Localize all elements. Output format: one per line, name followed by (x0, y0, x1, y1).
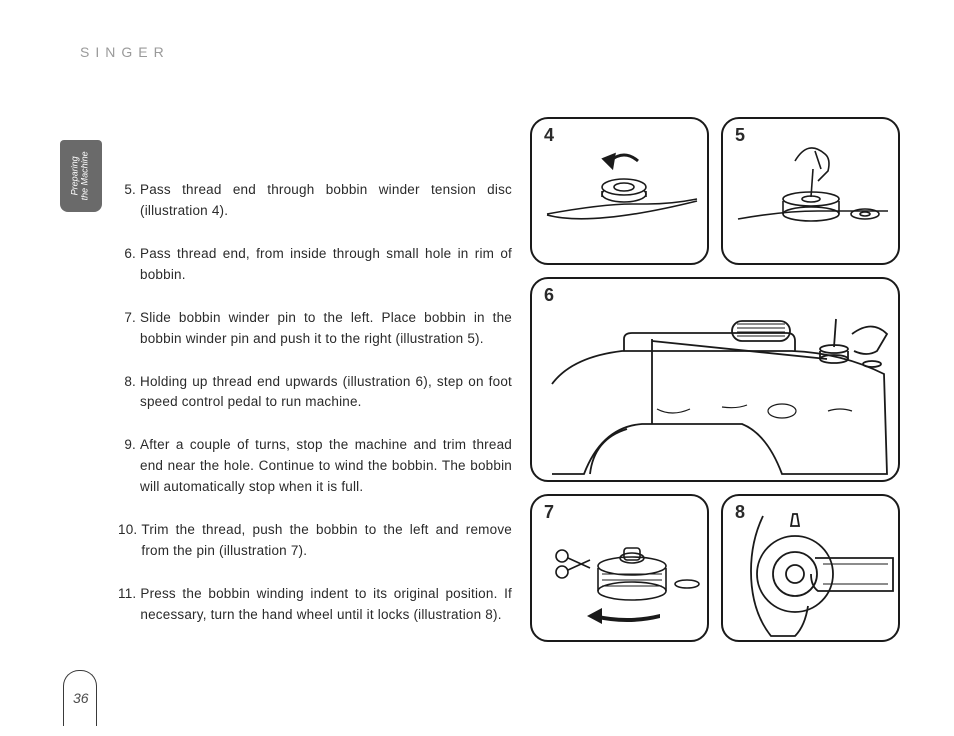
list-item: 7. Slide bobbin winder pin to the left. … (118, 308, 512, 350)
list-item: 6. Pass thread end, from inside through … (118, 244, 512, 286)
figure-8: 8 (721, 494, 900, 642)
page-number: 36 (73, 690, 89, 706)
brand-logo: SINGER (80, 44, 170, 60)
item-text: Pass thread end through bobbin winder te… (140, 180, 512, 222)
item-number: 6. (118, 244, 140, 286)
item-text: Press the bobbin winding indent to its o… (140, 584, 512, 626)
list-item: 8. Holding up thread end upwards (illust… (118, 372, 512, 414)
list-item: 10. Trim the thread, push the bobbin to … (118, 520, 512, 562)
item-text: Trim the thread, push the bobbin to the … (141, 520, 512, 562)
illustration-machine-top-icon (532, 279, 902, 484)
item-number: 10. (118, 520, 141, 562)
illustration-hand-wheel-icon (723, 496, 902, 644)
list-item: 9. After a couple of turns, stop the mac… (118, 435, 512, 498)
illustration-bobbin-pin-icon (723, 119, 902, 267)
illustration-trim-remove-icon (532, 496, 711, 644)
section-tab-label: Preparingthe Machine (71, 151, 91, 200)
item-number: 5. (118, 180, 140, 222)
item-number: 8. (118, 372, 140, 414)
item-text: After a couple of turns, stop the machin… (140, 435, 512, 498)
list-item: 5. Pass thread end through bobbin winder… (118, 180, 512, 222)
figure-7: 7 (530, 494, 709, 642)
list-item: 11. Press the bobbin winding indent to i… (118, 584, 512, 626)
item-number: 7. (118, 308, 140, 350)
figure-panel: 4 5 (530, 117, 900, 654)
figure-4: 4 (530, 117, 709, 265)
figure-6: 6 (530, 277, 900, 482)
instruction-list: 5. Pass thread end through bobbin winder… (118, 180, 512, 626)
item-text: Slide bobbin winder pin to the left. Pla… (140, 308, 512, 350)
figure-row: 7 (530, 494, 900, 642)
figure-row: 6 (530, 277, 900, 482)
figure-row: 4 5 (530, 117, 900, 265)
item-text: Holding up thread end upwards (illustrat… (140, 372, 512, 414)
instruction-content: 5. Pass thread end through bobbin winder… (118, 180, 512, 648)
item-number: 9. (118, 435, 140, 498)
figure-5: 5 (721, 117, 900, 265)
illustration-tension-disc-icon (532, 119, 711, 267)
section-tab: Preparingthe Machine (60, 140, 102, 212)
item-number: 11. (118, 584, 140, 626)
item-text: Pass thread end, from inside through sma… (140, 244, 512, 286)
